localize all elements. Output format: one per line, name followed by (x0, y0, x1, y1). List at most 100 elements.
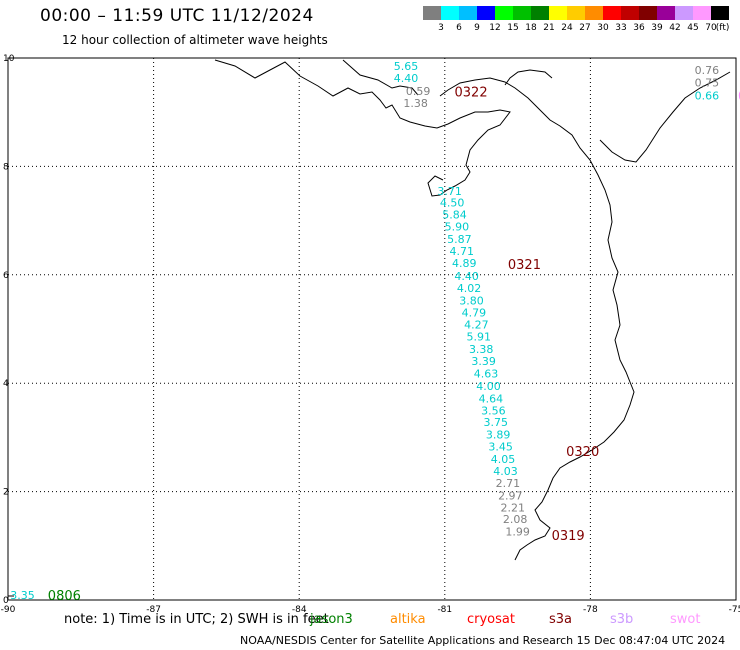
lat-tick-label: 10 (3, 54, 15, 64)
colorbar-tick-label: 36 (633, 23, 645, 33)
colorbar-swatch (423, 6, 441, 20)
wave-height-label: 5.90 (445, 221, 470, 234)
colorbar-tick-label: 45 (687, 23, 699, 33)
colorbar-tick-label: 12 (489, 23, 501, 33)
wave-height-label: 1.99 (505, 526, 530, 539)
wave-height-label: 4.27 (464, 319, 489, 332)
coastline (504, 69, 553, 86)
wave-height-label: 5.84 (442, 209, 467, 222)
wave-height-label: 3.56 (481, 404, 506, 417)
colorbar-swatch (495, 6, 513, 20)
lat-tick-label: 4 (3, 379, 9, 389)
pass-time-label: 0806 (48, 589, 81, 604)
footer-note: note: 1) Time is in UTC; 2) SWH is in fe… (64, 612, 329, 627)
wave-height-label: 5.65 (394, 60, 419, 73)
satellite-legend-item: swot (670, 612, 701, 627)
colorbar-tick-label: 21 (543, 23, 555, 33)
lon-tick-label: -84 (292, 605, 307, 615)
wave-height-label: 2.97 (498, 489, 523, 502)
wave-height-label: 4.40 (394, 72, 419, 85)
colorbar-swatch (459, 6, 477, 20)
map-frame (7, 57, 737, 601)
wave-height-label: 3.35 (10, 589, 35, 602)
colorbar-tick-label: 39 (651, 23, 663, 33)
lon-tick-label: -87 (146, 605, 161, 615)
lon-tick-label: -90 (1, 605, 16, 615)
colorbar-swatch (513, 6, 531, 20)
wave-height-label: 4.02 (457, 282, 482, 295)
coastline (439, 77, 635, 561)
lon-tick-label: -81 (437, 605, 452, 615)
wave-height-label: 5.91 (467, 331, 492, 344)
wave-height-label: 4.79 (462, 307, 487, 320)
colorbar-swatch (657, 6, 675, 20)
lon-tick-label: -78 (583, 605, 598, 615)
pass-time-label: 0322 (455, 86, 488, 101)
colorbar-swatch (477, 6, 495, 20)
wave-height-label: 0.76 (695, 64, 720, 77)
colorbar-tick-label: 6 (456, 23, 462, 33)
coastline (342, 59, 419, 96)
colorbar-tick-label: 33 (615, 23, 627, 33)
wave-height-label: 4.05 (491, 453, 516, 466)
colorbar-tick-label: 70 (705, 23, 717, 33)
wave-height-label: 2.71 (496, 477, 521, 490)
colorbar-swatch (585, 6, 603, 20)
lon-tick-label: -75 (729, 605, 740, 615)
colorbar-tick-label: 3 (438, 23, 444, 33)
colorbar-swatch (693, 6, 711, 20)
colorbar-tick-label: 9 (474, 23, 480, 33)
wave-height-label: 0.66 (695, 89, 720, 102)
pass-time-label: 0321 (508, 258, 541, 273)
lat-tick-label: 8 (3, 162, 9, 172)
satellite-legend-item: s3a (549, 612, 573, 627)
wave-height-label: 3.80 (459, 294, 484, 307)
colorbar-swatch (675, 6, 693, 20)
colorbar-swatch (531, 6, 549, 20)
colorbar-tick-label: 30 (597, 23, 609, 33)
satellite-legend-item: s3b (610, 612, 634, 627)
wave-height-label: 3.45 (488, 441, 513, 454)
colorbar-swatch (441, 6, 459, 20)
wave-height-label: 3.75 (484, 416, 509, 429)
wave-height-label: 4.63 (474, 367, 499, 380)
colorbar-swatch (603, 6, 621, 20)
colorbar-unit: (ft) (715, 23, 730, 33)
satellite-legend-item: cryosat (467, 612, 515, 627)
lat-tick-label: 2 (3, 488, 9, 498)
wave-height-label: 3.39 (471, 355, 496, 368)
pass-time-label: 0319 (552, 529, 585, 544)
colorbar-tick-label: 15 (507, 23, 519, 33)
colorbar-tick-label: 27 (579, 23, 591, 33)
wave-height-label: 4.00 (476, 380, 501, 393)
satellite-legend-item: altika (390, 612, 426, 627)
colorbar-swatch (549, 6, 567, 20)
wave-height-label: 0.59 (406, 85, 431, 98)
wave-height-label: 3.38 (469, 343, 494, 356)
coastline (599, 71, 731, 163)
colorbar-swatch (711, 6, 729, 20)
pass-time-label: 0320 (566, 445, 599, 460)
wave-height-label: 3.89 (486, 429, 511, 442)
colorbar-swatch (567, 6, 585, 20)
colorbar-tick-label: 18 (525, 23, 537, 33)
colorbar-swatch (621, 6, 639, 20)
wave-height-label: 4.89 (452, 257, 477, 270)
page-title: 00:00 – 11:59 UTC 11/12/2024 (40, 6, 314, 26)
coastline (214, 59, 511, 197)
wave-height-label: 5.87 (447, 233, 472, 246)
colorbar-tick-label: 24 (561, 23, 573, 33)
pass-time-label: 082 (738, 89, 740, 104)
wave-height-label: 4.03 (493, 465, 518, 478)
page-subtitle: 12 hour collection of altimeter wave hei… (62, 33, 328, 47)
wave-height-label: 4.50 (440, 197, 465, 210)
wave-height-label: 0.75 (695, 76, 720, 89)
wave-height-label: 2.21 (500, 501, 525, 514)
colorbar-tick-label: 42 (669, 23, 681, 33)
wave-height-label: 1.38 (403, 97, 428, 110)
lat-tick-label: 6 (3, 271, 9, 281)
wave-height-label: 4.64 (479, 392, 504, 405)
footer-credit: NOAA/NESDIS Center for Satellite Applica… (240, 634, 726, 647)
